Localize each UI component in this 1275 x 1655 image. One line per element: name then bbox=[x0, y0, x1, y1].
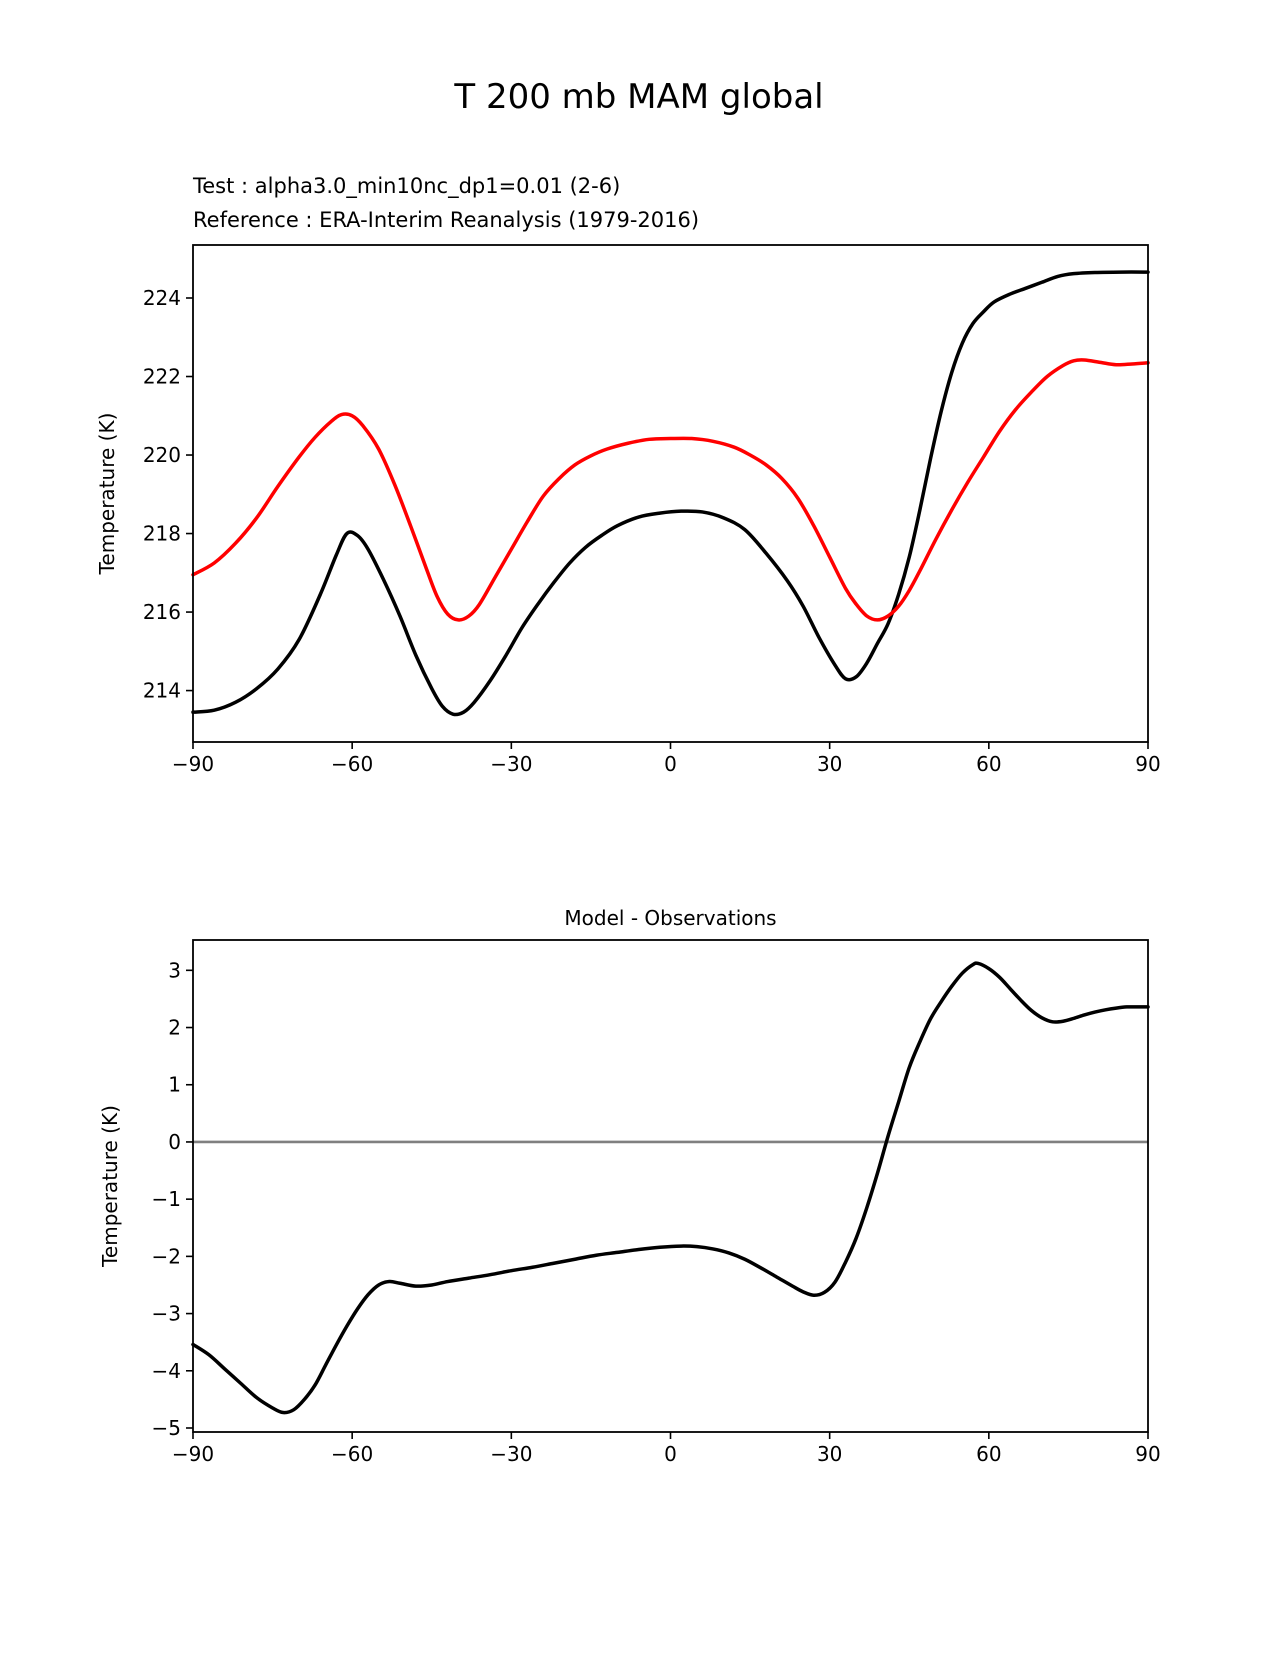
bottom-chart: Temperature (K) −90 −60 −30 0 30 60 90−5−4−3−2… bbox=[98, 939, 1161, 1466]
y-tick-label: 214 bbox=[143, 679, 181, 703]
x-tick-label: 90 bbox=[1135, 752, 1160, 776]
bottom-chart-title: Model - Observations bbox=[564, 906, 776, 930]
x-tick-label: 60 bbox=[976, 1442, 1001, 1466]
y-tick-label: 224 bbox=[143, 286, 181, 310]
y-tick-label: −2 bbox=[152, 1244, 181, 1268]
top-chart-ylabel: Temperature (K) bbox=[95, 413, 119, 576]
series-line-0 bbox=[191, 270, 1150, 717]
top-chart: Temperature (K) −90 −60 −30 0 30 60 90 214 216 21… bbox=[95, 244, 1161, 776]
y-tick-label: 0 bbox=[168, 1130, 181, 1154]
x-tick-label: −60 bbox=[331, 752, 373, 776]
y-tick-label: −1 bbox=[152, 1187, 181, 1211]
axes-frame bbox=[192, 939, 1149, 1433]
x-tick-label: −30 bbox=[490, 1442, 532, 1466]
axes-frame bbox=[192, 244, 1149, 743]
y-tick-label: −5 bbox=[152, 1416, 181, 1440]
series-line-1 bbox=[191, 358, 1150, 622]
y-tick-label: 220 bbox=[143, 443, 181, 467]
figure-title: T 200 mb MAM global bbox=[453, 77, 823, 117]
x-tick-label: 30 bbox=[817, 752, 842, 776]
x-tick-label: −90 bbox=[172, 1442, 214, 1466]
series-line-0 bbox=[191, 961, 1150, 1415]
bottom-chart-ylabel: Temperature (K) bbox=[98, 1105, 122, 1268]
y-tick-label: −4 bbox=[152, 1359, 181, 1383]
x-tick-label: 90 bbox=[1135, 1442, 1160, 1466]
x-tick-label: 0 bbox=[664, 752, 677, 776]
y-tick-label: −3 bbox=[152, 1302, 181, 1326]
y-tick-label: 3 bbox=[168, 958, 181, 982]
y-tick-label: 218 bbox=[143, 522, 181, 546]
x-tick-label: −90 bbox=[172, 752, 214, 776]
legend-test-label: Test : alpha3.0_min10nc_dp1=0.01 (2-6) bbox=[192, 174, 620, 199]
x-tick-label: 30 bbox=[817, 1442, 842, 1466]
y-tick-label: 2 bbox=[168, 1016, 181, 1040]
x-tick-label: −30 bbox=[490, 752, 532, 776]
y-tick-label: 222 bbox=[143, 365, 181, 389]
x-tick-label: 0 bbox=[664, 1442, 677, 1466]
x-tick-label: 60 bbox=[976, 752, 1001, 776]
y-tick-label: 1 bbox=[168, 1073, 181, 1097]
legend-reference-label: Reference : ERA-Interim Reanalysis (1979… bbox=[193, 208, 699, 232]
x-tick-label: −60 bbox=[331, 1442, 373, 1466]
y-tick-label: 216 bbox=[143, 600, 181, 624]
